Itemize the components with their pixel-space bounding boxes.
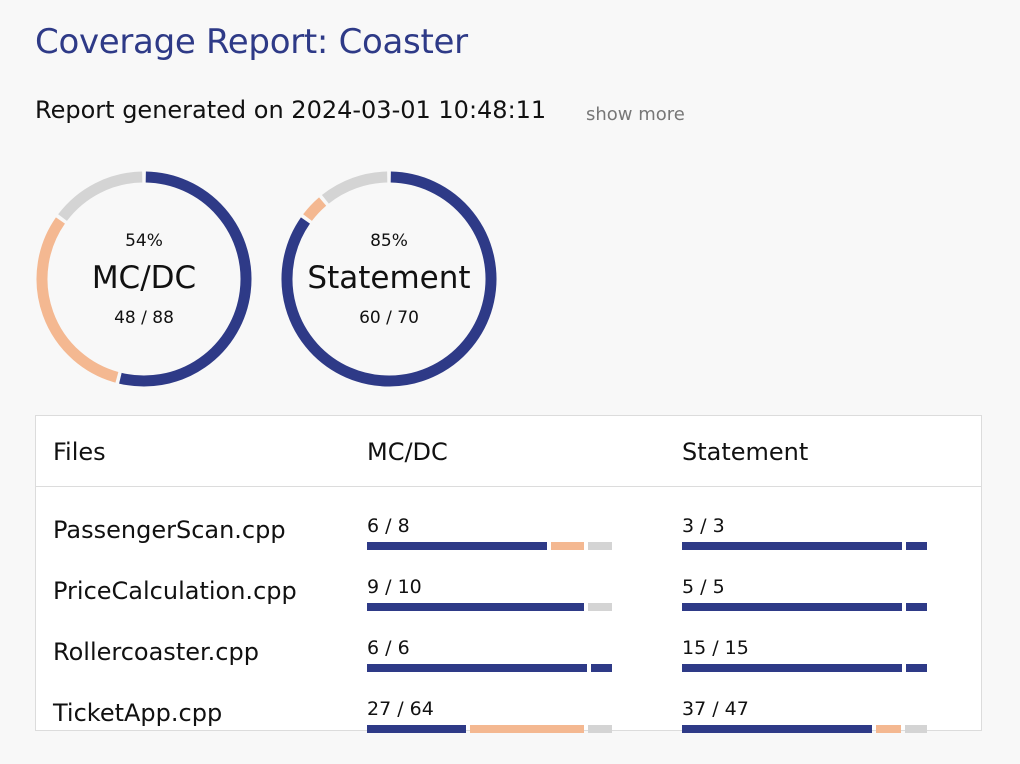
statement-cell: 3 / 3 [682,515,927,550]
page-title: Coverage Report: Coaster [35,22,468,62]
bar-segment-cov [682,542,902,550]
donut-segment-covered [281,171,497,387]
statement-count: 37 / 47 [682,698,749,720]
table-row[interactable]: Rollercoaster.cpp 6 / 6 15 / 15 [36,622,981,683]
mcdc-coverage-bar [367,664,612,672]
statement-count: 3 / 3 [682,515,725,537]
bar-segment-part [551,542,584,550]
bar-segment-cov [367,603,584,611]
bar-segment-cov [591,664,612,672]
mcdc-percent: 54% [125,231,163,251]
bar-segment-cov [682,603,902,611]
header-statement[interactable]: Statement [682,438,809,466]
statement-cell: 37 / 47 [682,698,927,733]
statement-percent: 85% [370,231,408,251]
bar-segment-unc [588,725,612,733]
bar-segment-cov [367,542,547,550]
donut-segment-uncovered [321,171,388,204]
statement-count: 5 / 5 [682,576,725,598]
bar-segment-cov [682,725,872,733]
mcdc-cell: 6 / 6 [367,637,612,672]
bar-segment-cov [906,664,927,672]
mcdc-cell: 27 / 64 [367,698,612,733]
mcdc-cell: 9 / 10 [367,576,612,611]
mcdc-summary-donut: 54% MC/DC 48 / 88 [35,170,253,388]
donut-segment-uncovered [58,171,143,222]
mcdc-fraction: 48 / 88 [114,308,174,328]
bar-segment-cov [906,603,927,611]
coverage-table: Files MC/DC Statement PassengerScan.cpp … [35,415,982,733]
mcdc-cell: 6 / 8 [367,515,612,550]
statement-cell: 15 / 15 [682,637,927,672]
bar-segment-unc [588,603,612,611]
file-name-link[interactable]: TicketApp.cpp [53,699,223,727]
mcdc-coverage-bar [367,725,612,733]
statement-donut-ring [281,171,497,387]
header-files[interactable]: Files [53,438,106,466]
donut-segment-partial [303,197,327,222]
mcdc-count: 6 / 8 [367,515,410,537]
table-row[interactable]: PriceCalculation.cpp 9 / 10 5 / 5 [36,561,981,622]
file-name-link[interactable]: PassengerScan.cpp [53,516,286,544]
statement-count: 15 / 15 [682,637,749,659]
statement-coverage-bar [682,603,927,611]
bar-segment-part [876,725,901,733]
bar-segment-cov [367,664,587,672]
bar-segment-cov [682,664,902,672]
statement-coverage-bar [682,725,927,733]
mcdc-count: 6 / 6 [367,637,410,659]
statement-coverage-bar [682,664,927,672]
statement-label: Statement [307,260,471,296]
bar-segment-unc [905,725,927,733]
donut-segment-partial [36,217,119,383]
bar-segment-unc [588,542,612,550]
mcdc-count: 9 / 10 [367,576,422,598]
report-generated-text: Report generated on 2024-03-01 10:48:11 [35,96,547,124]
statement-summary-donut: 85% Statement 60 / 70 [280,170,498,388]
donut-segment-covered [119,171,252,387]
mcdc-count: 27 / 64 [367,698,434,720]
show-more-link[interactable]: show more [586,104,685,125]
table-header: Files MC/DC Statement [36,416,981,487]
statement-fraction: 60 / 70 [359,308,419,328]
table-row[interactable]: TicketApp.cpp 27 / 64 37 / 47 [36,683,981,744]
header-mcdc[interactable]: MC/DC [367,438,448,466]
statement-coverage-bar [682,542,927,550]
file-name-link[interactable]: Rollercoaster.cpp [53,638,259,666]
mcdc-label: MC/DC [91,260,197,296]
mcdc-coverage-bar [367,542,612,550]
bar-segment-cov [906,542,927,550]
table-row[interactable]: PassengerScan.cpp 6 / 8 3 / 3 [36,500,981,561]
file-name-link[interactable]: PriceCalculation.cpp [53,577,297,605]
statement-cell: 5 / 5 [682,576,927,611]
bar-segment-part [470,725,584,733]
mcdc-donut-ring [36,171,252,387]
bar-segment-cov [367,725,466,733]
mcdc-coverage-bar [367,603,612,611]
